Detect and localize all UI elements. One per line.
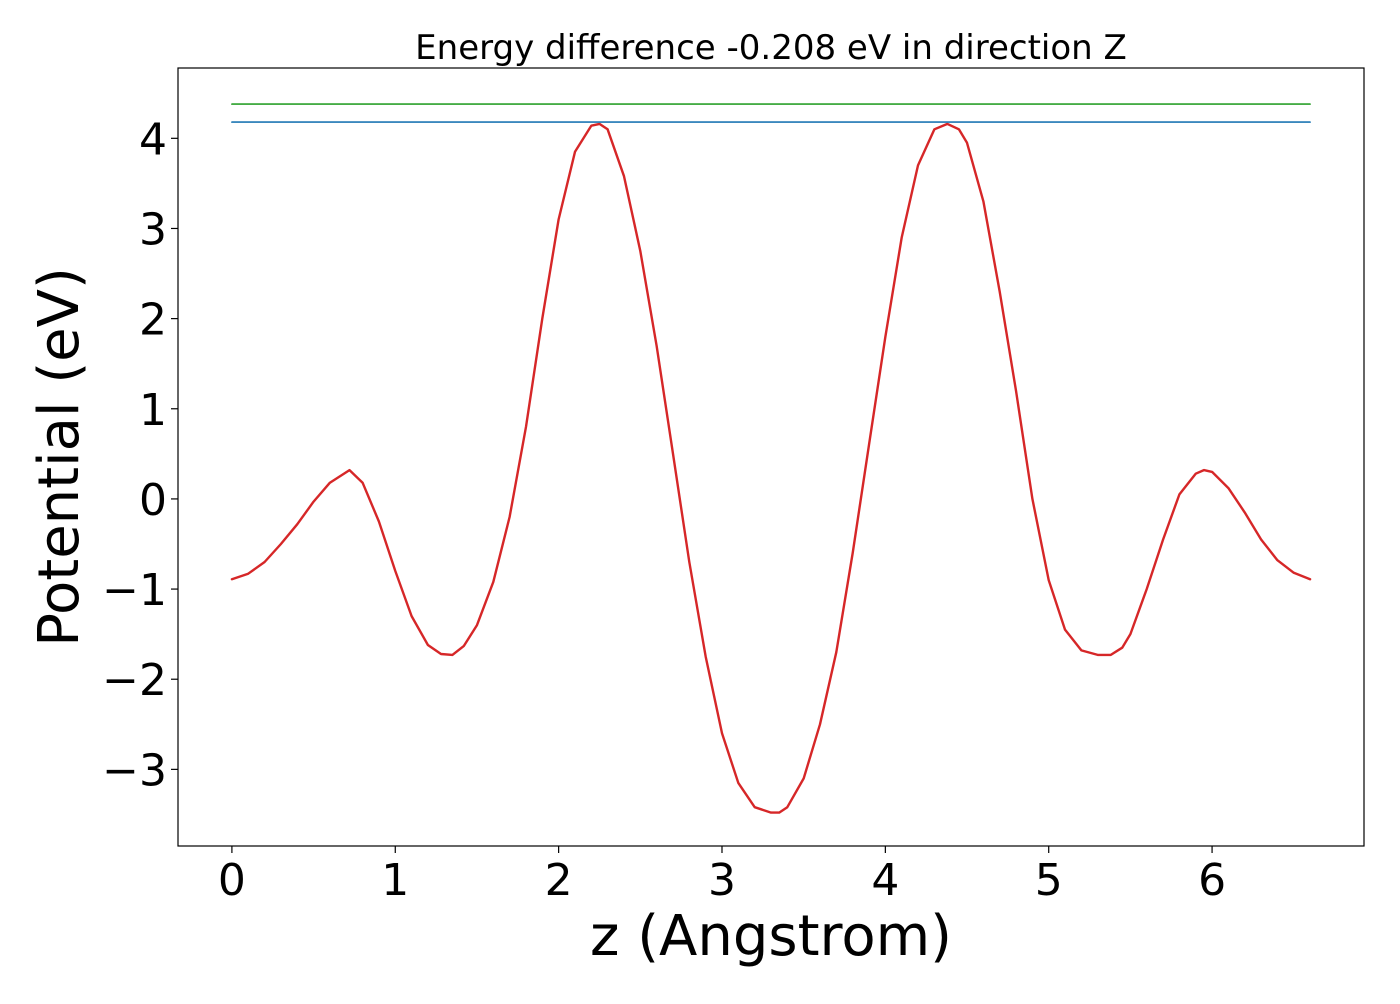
y-tick-label: 1: [139, 385, 167, 436]
x-tick-label: 6: [1198, 855, 1226, 906]
series-line-potential: [230, 122, 1312, 814]
y-axis-title: Potential (eV): [27, 267, 92, 647]
x-tick-label: 5: [1035, 855, 1063, 906]
y-tick-label: 4: [139, 114, 167, 165]
y-tick-label: 2: [139, 295, 167, 346]
x-tick-label: 2: [545, 855, 573, 906]
y-tick-label: −1: [102, 565, 167, 616]
chart-title: Energy difference -0.208 eV in direction…: [415, 28, 1127, 68]
x-tick-label: 1: [381, 855, 409, 906]
x-axis-title: z (Angstrom): [590, 904, 952, 969]
y-tick-label: −3: [102, 745, 167, 796]
x-tick-label: 0: [218, 855, 246, 906]
y-tick-label: −2: [102, 655, 167, 706]
plot-frame: [177, 67, 1365, 847]
y-tick-label: 3: [139, 204, 167, 255]
plot-area: 0 1 2 3 4 5 6 −3 −2 −1 0 1 2 3 4: [102, 67, 1365, 906]
x-tick-label: 3: [708, 855, 736, 906]
x-tick-label: 4: [871, 855, 899, 906]
y-tick-label: 0: [139, 475, 167, 526]
